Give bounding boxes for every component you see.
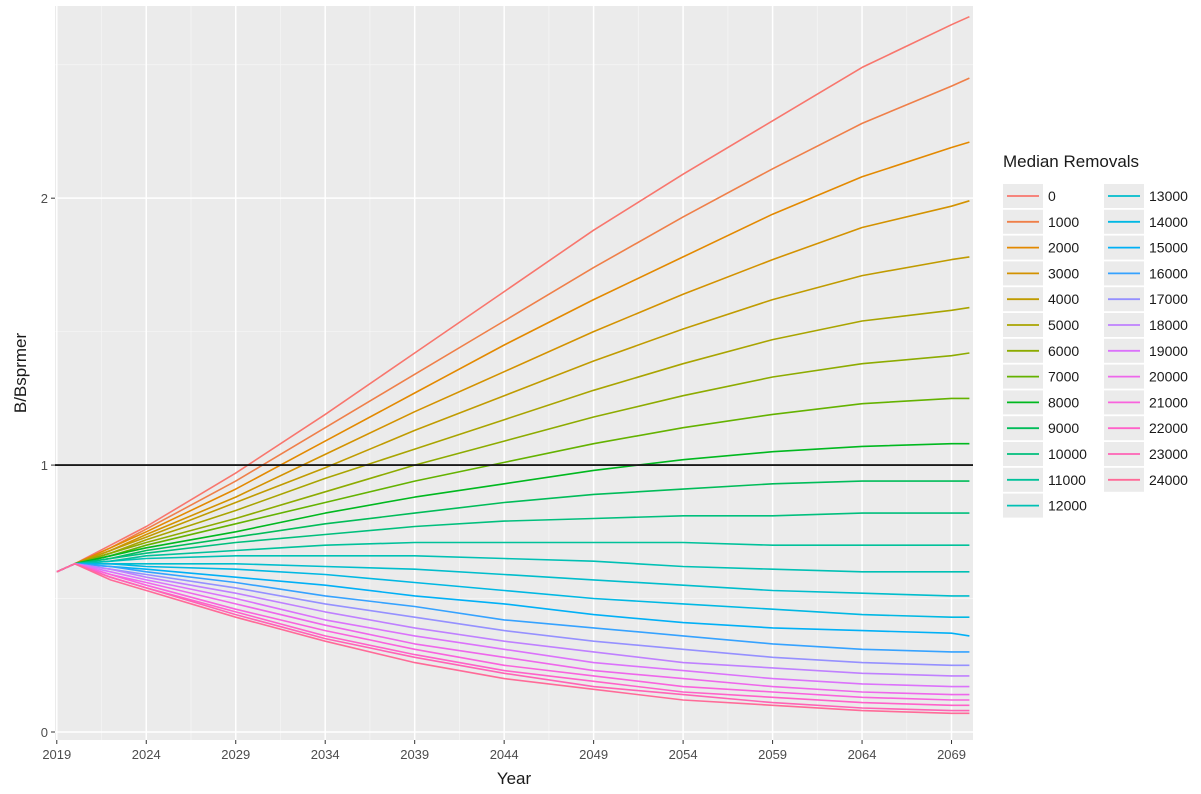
legend-label: 18000 xyxy=(1149,317,1188,333)
legend-label: 19000 xyxy=(1149,343,1188,359)
legend-item: 11000 xyxy=(1003,467,1086,492)
legend-item: 1000 xyxy=(1003,209,1079,234)
legend-label: 0 xyxy=(1048,188,1056,204)
x-tick-label: 2059 xyxy=(758,747,787,762)
legend-item: 15000 xyxy=(1104,235,1188,260)
legend-item: 16000 xyxy=(1104,261,1188,286)
x-tick-labels: 2019 2024 2029 2034 2039 2044 2049 2054 2059 2064… xyxy=(42,747,966,762)
legend-label: 4000 xyxy=(1048,291,1079,307)
legend-item: 23000 xyxy=(1104,442,1188,466)
legend-label: 14000 xyxy=(1149,214,1188,230)
legend-item: 9000 xyxy=(1003,416,1079,441)
x-tick-label: 2019 xyxy=(42,747,71,762)
y-tick-labels: 0 1 2 xyxy=(41,191,48,740)
minor-gridlines xyxy=(55,6,973,740)
legend-item: 5000 xyxy=(1003,313,1079,337)
legend-label: 10000 xyxy=(1048,446,1087,462)
legend-item: 14000 xyxy=(1104,209,1188,234)
x-tick-label: 2049 xyxy=(579,747,608,762)
x-tick-label: 2044 xyxy=(490,747,519,762)
legend-label: 24000 xyxy=(1149,472,1188,488)
series-line-12000 xyxy=(56,555,970,573)
legend-item: 8000 xyxy=(1003,390,1079,415)
legend-label: 9000 xyxy=(1048,420,1079,436)
x-axis-title: Year xyxy=(497,769,532,788)
legend-label: 12000 xyxy=(1048,498,1087,514)
series-line-2000 xyxy=(56,141,970,573)
legend-label: 20000 xyxy=(1149,369,1188,385)
legend-item: 0 xyxy=(1003,184,1056,208)
panel-background xyxy=(55,6,973,740)
x-tick-label: 2064 xyxy=(848,747,877,762)
legend-items: 0 1000 2000 3000 4000 5000 6000 7000 8000 9000 100… xyxy=(1003,184,1188,518)
legend-item: 12000 xyxy=(1003,493,1087,518)
legend-item: 19000 xyxy=(1104,338,1188,363)
x-tick-label: 2054 xyxy=(669,747,698,762)
y-tick-label: 0 xyxy=(41,725,48,740)
legend-label: 23000 xyxy=(1149,446,1188,462)
legend-label: 8000 xyxy=(1048,394,1079,410)
series-line-8000 xyxy=(56,442,970,573)
x-tick-label: 2024 xyxy=(132,747,161,762)
series-line-23000 xyxy=(56,563,970,712)
series-line-16000 xyxy=(56,563,970,653)
legend-item: 6000 xyxy=(1003,338,1079,363)
legend-label: 11000 xyxy=(1048,472,1086,488)
legend-item: 18000 xyxy=(1104,313,1188,337)
legend-item: 17000 xyxy=(1104,287,1188,312)
x-tick-label: 2069 xyxy=(937,747,966,762)
legend-item: 10000 xyxy=(1003,442,1087,466)
series-lines xyxy=(56,15,970,715)
legend-label: 7000 xyxy=(1048,369,1079,385)
legend-item: 22000 xyxy=(1104,416,1188,441)
legend-item: 24000 xyxy=(1104,467,1188,492)
legend-label: 16000 xyxy=(1149,265,1188,281)
x-tick-label: 2034 xyxy=(311,747,340,762)
series-line-24000 xyxy=(56,563,970,715)
legend-item: 2000 xyxy=(1003,235,1079,260)
legend-label: 13000 xyxy=(1149,188,1188,204)
series-line-6000 xyxy=(56,352,970,573)
legend-label: 1000 xyxy=(1048,214,1079,230)
series-line-18000 xyxy=(56,563,970,677)
legend-title: Median Removals xyxy=(1003,152,1139,171)
series-line-19000 xyxy=(56,563,970,688)
legend-item: 13000 xyxy=(1104,184,1188,208)
y-axis-title: B/Bsprmer xyxy=(11,333,30,414)
legend-label: 17000 xyxy=(1149,291,1188,307)
series-line-10000 xyxy=(56,512,970,573)
legend-item: 20000 xyxy=(1104,364,1188,389)
y-tick-label: 1 xyxy=(41,458,48,473)
legend-label: 15000 xyxy=(1149,240,1188,256)
y-tick-label: 2 xyxy=(41,191,48,206)
x-tick-label: 2039 xyxy=(400,747,429,762)
series-line-4000 xyxy=(56,256,970,573)
legend-label: 22000 xyxy=(1149,420,1188,436)
series-line-14000 xyxy=(56,563,970,618)
legend: Median Removals 0 1000 2000 3000 4000 5000 600… xyxy=(1003,152,1188,518)
legend-item: 21000 xyxy=(1104,390,1188,415)
legend-item: 7000 xyxy=(1003,364,1079,389)
legend-item: 4000 xyxy=(1003,287,1079,312)
x-tick-label: 2029 xyxy=(221,747,250,762)
legend-label: 5000 xyxy=(1048,317,1079,333)
axis-ticks xyxy=(51,197,953,744)
legend-label: 6000 xyxy=(1048,343,1079,359)
legend-label: 3000 xyxy=(1048,265,1079,281)
legend-label: 21000 xyxy=(1149,394,1188,410)
legend-label: 2000 xyxy=(1048,240,1079,256)
series-line-0 xyxy=(56,15,970,573)
series-line-21000 xyxy=(56,563,970,701)
legend-item: 3000 xyxy=(1003,261,1079,286)
